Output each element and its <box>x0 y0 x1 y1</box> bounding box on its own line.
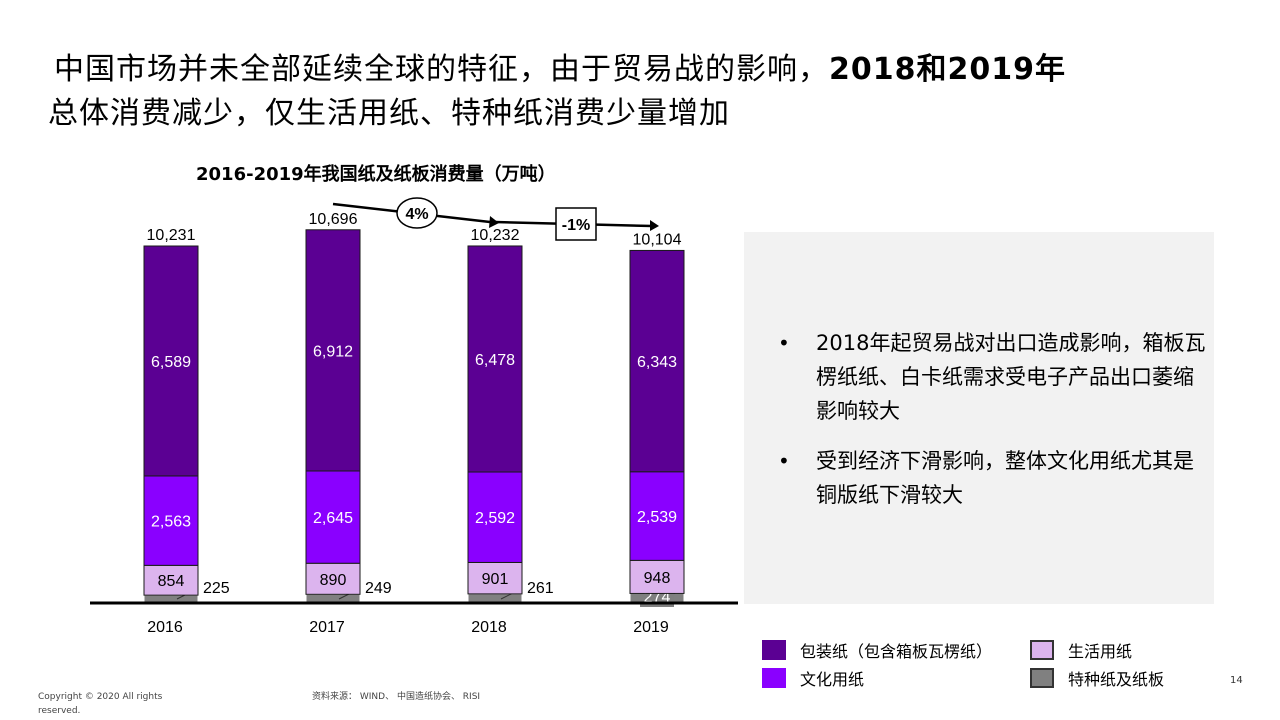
stacked-bar-chart: 225 854 2,563 6,589 10,231 2016 249 890 2,645 6,9… <box>90 197 738 636</box>
bullet-icon: • <box>778 449 790 473</box>
value-label: 948 <box>644 570 671 587</box>
growth-badge <box>555 207 597 241</box>
notes-list: • 2018年起贸易战对出口造成影响，箱板瓦楞纸纸、白卡纸需求受电子产品出口萎缩影… <box>776 326 1206 528</box>
legend-swatch-culture <box>762 668 786 688</box>
page-title: 中国市场并未全部延续全球的特征，由于贸易战的影响，2018和2019年 总体消费… <box>48 48 1198 136</box>
value-label: 2,563 <box>151 514 191 531</box>
bar-segment <box>467 245 523 473</box>
legend-swatch-special <box>1030 668 1054 688</box>
total-label: 10,104 <box>633 231 682 248</box>
source-note: 资料来源： WIND、 中国造纸协会、 RISI <box>312 692 481 702</box>
bar-segment <box>629 471 685 561</box>
value-label: 2,645 <box>313 510 353 527</box>
value-label: 249 <box>365 580 392 597</box>
value-label: 6,343 <box>637 354 677 371</box>
value-label: 6,589 <box>151 354 191 371</box>
total-label: 10,231 <box>147 227 196 244</box>
title-line2: 总体消费减少，仅生活用纸、特种纸消费少量增加 <box>48 96 730 131</box>
legend-item-culture: 文化用纸 <box>762 666 864 690</box>
page-number: 14 <box>1230 675 1243 686</box>
total-label: 10,232 <box>471 227 520 244</box>
value-label: 2,539 <box>637 509 677 526</box>
bar-segment <box>143 475 199 566</box>
legend-item-packaging: 包装纸（包含箱板瓦楞纸） <box>762 638 992 662</box>
note-item: • 受到经济下滑影响，整体文化用纸尤其是铜版纸下滑较大 <box>776 444 1206 512</box>
copyright: Copyright © 2020 All rights reserved. <box>38 692 163 716</box>
legend-swatch-tissue <box>1030 640 1054 660</box>
value-label: 854 <box>158 573 185 590</box>
legend-item-special: 特种纸及纸板 <box>1030 666 1164 690</box>
growth-label: 4% <box>405 206 428 223</box>
growth-label: -1% <box>562 217 590 234</box>
chart-title: 2016-2019年我国纸及纸板消费量（万吨） <box>196 164 556 185</box>
x-tick-label: 2018 <box>471 619 507 636</box>
value-label: 890 <box>320 572 347 589</box>
note-item: • 2018年起贸易战对出口造成影响，箱板瓦楞纸纸、白卡纸需求受电子产品出口萎缩影… <box>776 326 1206 428</box>
bar-segment <box>305 470 361 564</box>
bar-segment <box>143 245 199 477</box>
bar-segment <box>629 249 685 473</box>
x-tick-label: 2019 <box>633 619 669 636</box>
x-tick-label: 2016 <box>147 619 183 636</box>
notes-panel <box>744 232 1214 604</box>
bar-segment <box>305 562 361 595</box>
value-label: 6,478 <box>475 352 515 369</box>
growth-badge <box>396 197 438 229</box>
bar-segment <box>143 564 199 596</box>
bar-segment <box>467 561 523 595</box>
chart-legend: 包装纸（包含箱板瓦楞纸） 文化用纸 生活用纸 特种纸及纸板 <box>762 638 1202 694</box>
bar-segment <box>467 471 523 563</box>
total-label: 10,696 <box>309 211 358 228</box>
arrow-head-icon <box>489 216 499 228</box>
bar-segment <box>629 559 685 594</box>
bullet-icon: • <box>778 331 790 355</box>
value-label: 261 <box>527 580 554 597</box>
legend-swatch-packaging <box>762 640 786 660</box>
arrow-head-icon <box>650 220 659 231</box>
value-label: 901 <box>482 571 509 588</box>
bar-segment <box>305 229 361 472</box>
value-label: 2,592 <box>475 510 515 527</box>
title-line1-a: 中国市场并未全部延续全球的特征，由于贸易战的影响， <box>54 52 829 87</box>
value-label: 225 <box>203 580 230 597</box>
legend-item-tissue: 生活用纸 <box>1030 638 1132 662</box>
title-line1-b: 2018和2019年 <box>829 52 1066 87</box>
x-tick-label: 2017 <box>309 619 345 636</box>
value-label: 6,912 <box>313 343 353 360</box>
